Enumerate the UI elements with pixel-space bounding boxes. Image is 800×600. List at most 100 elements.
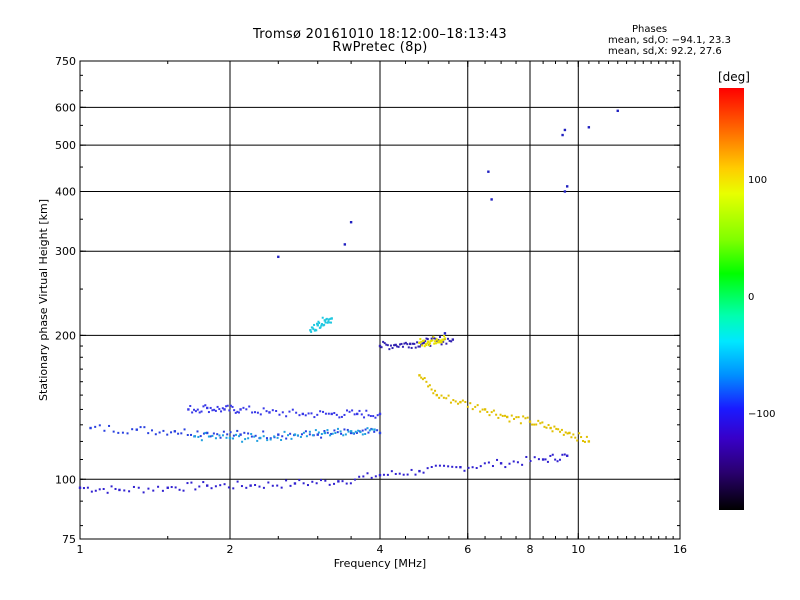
echo-point: [433, 337, 436, 340]
echo-point: [510, 414, 513, 417]
echo-point: [180, 432, 183, 435]
echo-point: [481, 408, 484, 411]
echo-point: [442, 339, 445, 342]
echo-point: [537, 458, 540, 461]
echo-point: [443, 335, 446, 338]
echo-point: [193, 408, 196, 411]
echo-point: [273, 435, 276, 438]
y-tick-label: 300: [55, 245, 76, 258]
echo-point: [229, 431, 232, 434]
echo-point: [587, 440, 591, 443]
echo-point: [570, 436, 573, 439]
echo-point: [216, 433, 219, 436]
echo-point: [259, 436, 262, 440]
echo-point: [232, 437, 235, 440]
echo-point: [280, 438, 283, 441]
echo-point: [312, 328, 315, 331]
echo-point: [313, 416, 316, 419]
echo-point: [231, 405, 234, 408]
echo-point: [452, 399, 455, 402]
echo-point: [369, 415, 372, 418]
echo-point: [393, 344, 396, 347]
echo-point: [304, 430, 307, 433]
echo-point: [334, 431, 337, 434]
echo-point: [406, 473, 409, 476]
echo-point: [247, 437, 250, 440]
echo-point: [422, 339, 425, 342]
echo-point: [376, 429, 379, 432]
echo-point: [471, 408, 474, 411]
echo-point: [378, 473, 382, 477]
echo-point: [349, 431, 353, 435]
echo-point: [154, 433, 157, 436]
echo-point: [209, 406, 212, 409]
echo-point: [541, 458, 545, 461]
echo-point: [323, 431, 327, 435]
echo-point: [402, 473, 405, 476]
echo-point: [330, 321, 333, 324]
echo-point: [299, 435, 302, 438]
echo-point: [190, 433, 193, 436]
echo-point: [576, 439, 579, 442]
echo-point: [422, 471, 425, 474]
echo-point: [378, 431, 382, 435]
echo-point: [89, 426, 92, 430]
echo-point: [439, 339, 442, 342]
echo-point: [191, 411, 194, 414]
echo-point: [568, 431, 571, 435]
echo-point: [546, 460, 549, 463]
echo-point: [560, 428, 563, 431]
echo-point: [551, 453, 554, 456]
echo-point: [499, 462, 503, 465]
echo-point: [394, 472, 397, 475]
echo-point: [295, 411, 298, 414]
echo-point: [564, 431, 567, 434]
echo-point: [333, 482, 336, 485]
echo-point: [418, 345, 421, 348]
echo-point: [418, 341, 421, 344]
echo-point: [325, 317, 328, 320]
echo-point: [265, 437, 268, 440]
echo-point: [237, 411, 240, 414]
echo-point: [300, 433, 303, 436]
echo-point: [496, 458, 499, 461]
echo-point: [166, 486, 169, 489]
echo-point: [533, 456, 536, 459]
echo-point: [256, 411, 259, 414]
echo-point: [317, 431, 320, 434]
echo-point: [320, 324, 323, 327]
echo-point: [414, 346, 417, 349]
echo-point: [222, 430, 225, 433]
echo-point: [374, 416, 377, 419]
echo-point: [126, 432, 129, 435]
echo-point: [94, 425, 97, 428]
echo-point: [316, 322, 319, 325]
echo-point: [330, 317, 333, 320]
echo-point: [435, 393, 438, 397]
echo-point: [378, 412, 382, 416]
echo-point: [410, 346, 413, 349]
echo-point: [219, 436, 222, 439]
echo-point: [442, 340, 445, 343]
echo-point: [327, 412, 330, 415]
echo-point: [543, 425, 546, 428]
colorbar-tick-label: 100: [748, 174, 768, 186]
echo-point: [425, 344, 428, 347]
echo-point: [211, 434, 214, 437]
echo-point: [358, 475, 361, 478]
echo-point: [566, 432, 569, 435]
stat-x-mode: mean, sd,X: 92.2, 27.6: [608, 46, 722, 57]
echo-point: [346, 428, 349, 431]
echo-point: [466, 405, 469, 408]
echo-point: [161, 489, 164, 492]
echo-point: [483, 408, 487, 411]
echo-point: [323, 430, 326, 433]
echo-point: [562, 433, 565, 436]
echo-point: [316, 324, 319, 327]
echo-point: [135, 428, 138, 431]
echo-point: [236, 410, 239, 413]
echo-point: [394, 343, 397, 347]
echo-point: [386, 473, 389, 476]
echo-point: [291, 408, 294, 411]
x-tick-label: 4: [377, 543, 384, 556]
